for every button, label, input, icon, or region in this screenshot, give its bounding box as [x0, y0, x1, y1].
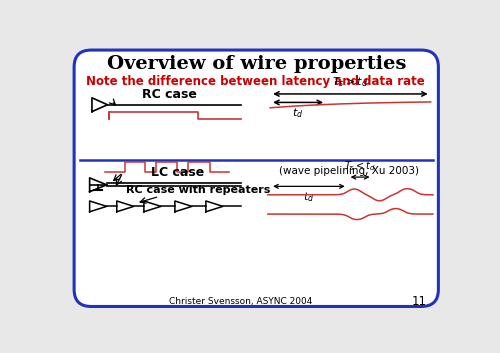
Text: RC case: RC case — [142, 88, 197, 101]
Text: Overview of wire properties: Overview of wire properties — [106, 55, 406, 73]
Text: 11: 11 — [412, 295, 426, 307]
Text: $T_s>t_d$: $T_s>t_d$ — [332, 76, 368, 89]
Text: Christer Svensson, ASYNC 2004: Christer Svensson, ASYNC 2004 — [169, 297, 312, 306]
Text: $t_d$: $t_d$ — [304, 190, 314, 204]
Text: Note the difference between latency and data rate: Note the difference between latency and … — [86, 75, 424, 88]
Text: RC case with repeaters: RC case with repeaters — [126, 185, 270, 195]
Text: (wave pipelining, Xu 2003): (wave pipelining, Xu 2003) — [279, 166, 419, 176]
Text: $t_d$: $t_d$ — [292, 106, 304, 120]
Text: LC case: LC case — [150, 166, 204, 179]
Text: $T_s<t_d$: $T_s<t_d$ — [344, 160, 376, 173]
FancyBboxPatch shape — [74, 50, 438, 306]
